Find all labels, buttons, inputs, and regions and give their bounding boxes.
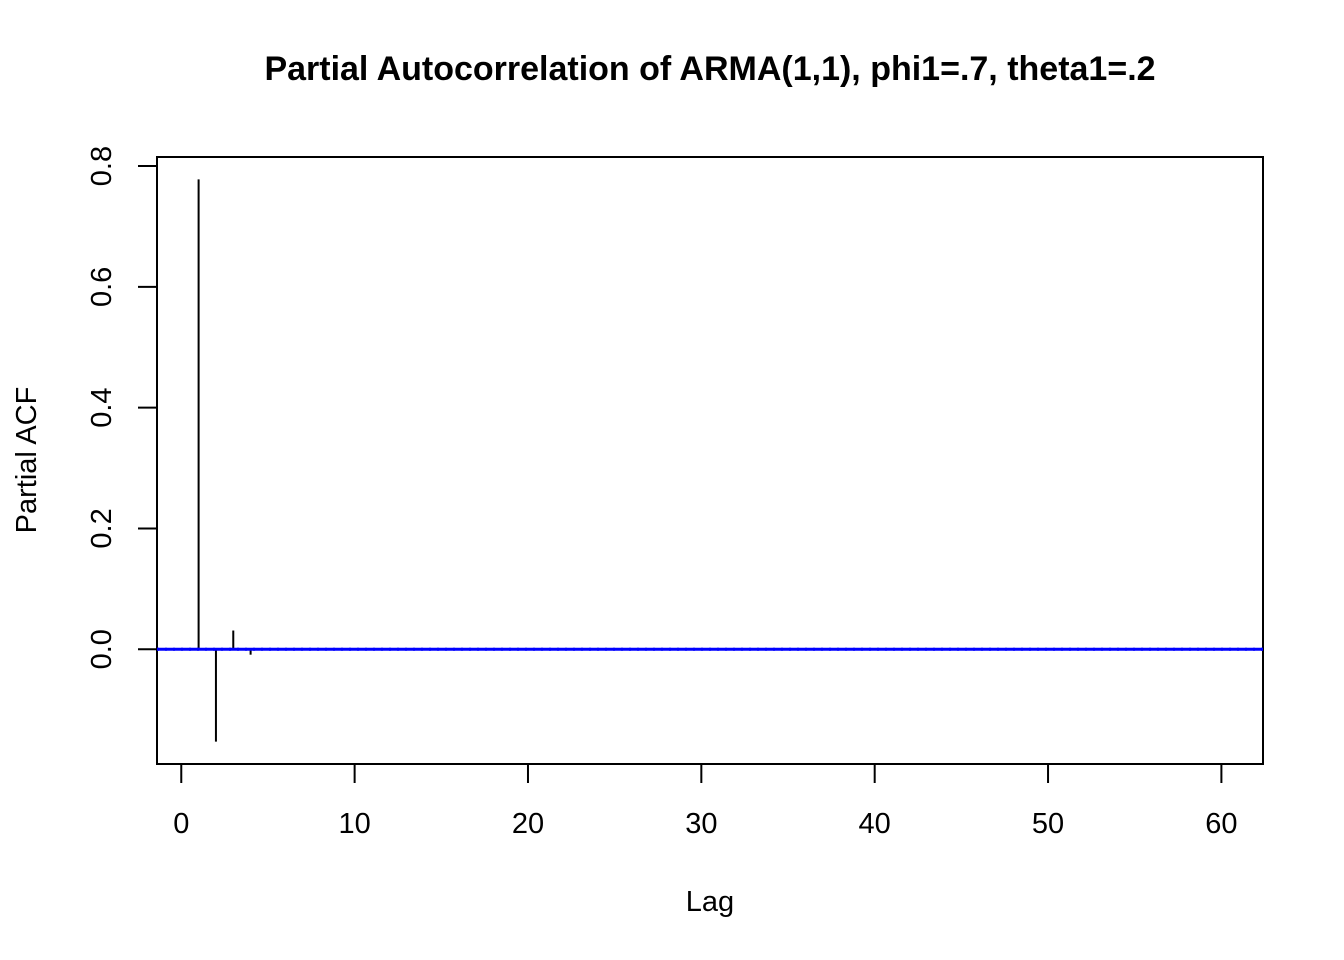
- x-tick-label: 50: [1032, 808, 1064, 840]
- y-tick-label: 0.8: [86, 146, 118, 186]
- x-axis-label: Lag: [686, 886, 734, 918]
- y-tick-label: 0.2: [86, 508, 118, 548]
- chart-title: Partial Autocorrelation of ARMA(1,1), ph…: [264, 50, 1155, 88]
- x-axis: 0 10 20 30 40 50 60: [173, 763, 1238, 840]
- y-tick-label: 0.6: [86, 267, 118, 307]
- x-tick-label: 10: [338, 808, 370, 840]
- y-axis: 0.0 0.2 0.4 0.6 0.8: [86, 146, 158, 669]
- y-axis-label: Partial ACF: [11, 387, 43, 534]
- x-tick-label: 30: [685, 808, 717, 840]
- pacf-bars: [197, 179, 287, 742]
- y-tick-label: 0.0: [86, 629, 118, 669]
- x-tick-label: 0: [173, 808, 189, 840]
- x-tick-label: 20: [512, 808, 544, 840]
- plot-frame: [156, 156, 1264, 765]
- x-tick-label: 40: [859, 808, 891, 840]
- y-tick-label: 0.4: [86, 387, 118, 427]
- x-tick-label: 60: [1205, 808, 1237, 840]
